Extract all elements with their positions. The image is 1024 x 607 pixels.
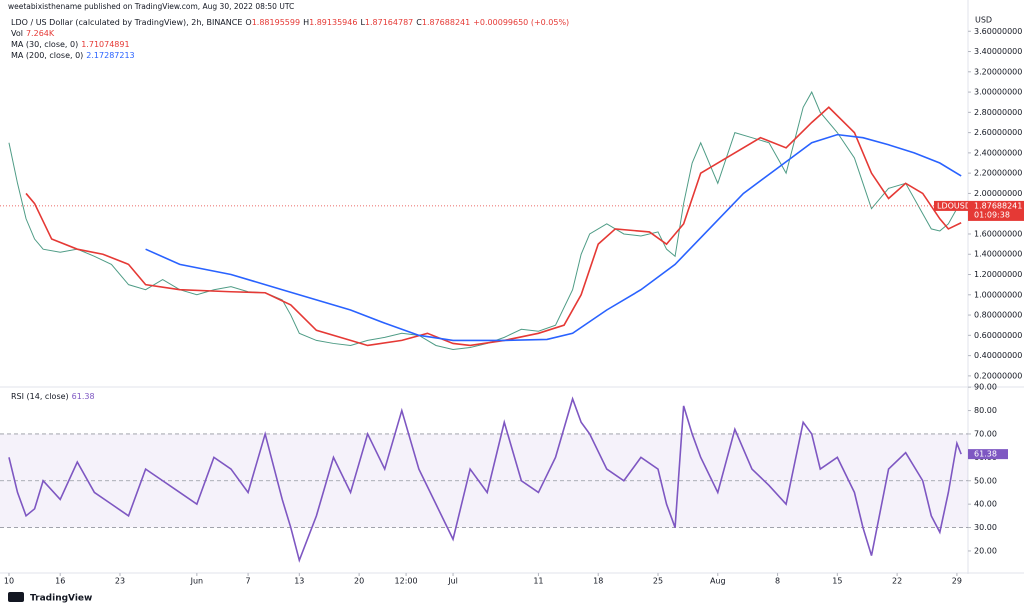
x-tick-label: Aug <box>710 577 726 586</box>
brand-logo <box>8 592 24 602</box>
rsi-tag: 61.38 <box>974 450 997 459</box>
y-tick-label: 20.00 <box>974 546 997 555</box>
series-line <box>8 90 962 351</box>
legend-name: RSI (14, close) <box>11 392 69 401</box>
y-tick-label: 3.40000000 <box>974 47 1022 56</box>
ohlc-label: H <box>303 18 309 27</box>
y-tick-label: 2.20000000 <box>974 169 1022 178</box>
series-line <box>8 396 962 563</box>
legend-line: MA (30, close, 0) 1.71074891 <box>11 40 130 49</box>
y-tick-label: 90.00 <box>974 383 997 392</box>
rsi-tag-box <box>968 449 1008 460</box>
x-tick-label: 12:00 <box>395 577 418 586</box>
y-tick-label: 40.00 <box>974 500 997 509</box>
x-tick-label: 15 <box>832 577 842 586</box>
y-tick-label: 30.00 <box>974 523 997 532</box>
publisher: weetabixisthename published on TradingVi… <box>8 2 294 11</box>
x-tick-label: 29 <box>952 577 962 586</box>
y-tick-label: 80.00 <box>974 406 997 415</box>
y-tick-label: 0.40000000 <box>974 351 1022 360</box>
symbol-tag-box <box>934 200 968 211</box>
price-tag: 1.87688241 <box>974 201 1022 210</box>
legend-name: MA (200, close, 0) <box>11 51 83 60</box>
y-tick-label: 3.60000000 <box>974 27 1022 36</box>
x-tick-label: 16 <box>55 577 65 586</box>
x-tick-label: 7 <box>246 577 251 586</box>
ohlc-value: 1.87164787 <box>365 18 413 27</box>
symbol-title: LDO / US Dollar (calculated by TradingVi… <box>11 18 242 27</box>
x-tick-label: 25 <box>653 577 663 586</box>
legend-line: MA (200, close, 0) 2.17287213 <box>11 51 135 60</box>
y-tick-label: 1.00000000 <box>974 290 1022 299</box>
legend-line: Vol 7.264K <box>11 29 55 38</box>
y-tick-label: 2.80000000 <box>974 108 1022 117</box>
legend-value: 61.38 <box>72 392 95 401</box>
x-tick-label: Jun <box>190 577 204 586</box>
series-line <box>145 133 962 342</box>
symbol-tag: LDOUSD <box>937 201 971 210</box>
y-tick-label: 2.60000000 <box>974 128 1022 137</box>
y-tick-label: 0.20000000 <box>974 371 1022 380</box>
x-tick-label: Jul <box>447 577 458 586</box>
price-tag-box <box>968 200 1024 221</box>
legend-line: RSI (14, close) 61.38 <box>11 392 95 401</box>
x-tick-label: 22 <box>892 577 902 586</box>
ohlc-label: L <box>360 18 365 27</box>
y-tick-label: 3.00000000 <box>974 88 1022 97</box>
y-tick-label: 0.80000000 <box>974 311 1022 320</box>
x-tick-label: 18 <box>593 577 603 586</box>
x-tick-label: 11 <box>533 577 543 586</box>
series-line <box>25 106 962 347</box>
y-tick-label: 70.00 <box>974 429 997 438</box>
y-tick-label: 0.60000000 <box>974 331 1022 340</box>
volume-label: Vol <box>11 29 23 38</box>
ohlc-value: 1.89135946 <box>309 18 357 27</box>
legend-value: 2.17287213 <box>86 51 134 60</box>
x-tick-label: 8 <box>775 577 780 586</box>
y-tick-label: 1.20000000 <box>974 270 1022 279</box>
change: +0.00099650 (+0.05%) <box>473 18 569 27</box>
volume-value: 7.264K <box>26 29 55 38</box>
ohlc-value: 1.88195599 <box>252 18 300 27</box>
ohlc-label: C <box>416 18 422 27</box>
y-tick-label: 2.00000000 <box>974 189 1022 198</box>
y-tick-label: 3.20000000 <box>974 67 1022 76</box>
x-tick-label: 20 <box>354 577 364 586</box>
brand: TradingView <box>30 594 92 604</box>
legend-value: 1.71074891 <box>81 40 129 49</box>
y-tick-label: 1.60000000 <box>974 229 1022 238</box>
legend-name: MA (30, close, 0) <box>11 40 78 49</box>
x-tick-label: 13 <box>294 577 304 586</box>
countdown: 01:09:38 <box>974 210 1010 219</box>
legend-line: LDO / US Dollar (calculated by TradingVi… <box>11 18 569 27</box>
x-tick-label: 10 <box>4 577 14 586</box>
ohlc-value: 1.87688241 <box>422 18 470 27</box>
ohlc-label: O <box>245 18 251 27</box>
y-tick-label: 1.40000000 <box>974 250 1022 259</box>
x-tick-label: 23 <box>115 577 125 586</box>
y-tick-label: 2.40000000 <box>974 148 1022 157</box>
currency: USD <box>975 16 992 25</box>
y-tick-label: 50.00 <box>974 476 997 485</box>
